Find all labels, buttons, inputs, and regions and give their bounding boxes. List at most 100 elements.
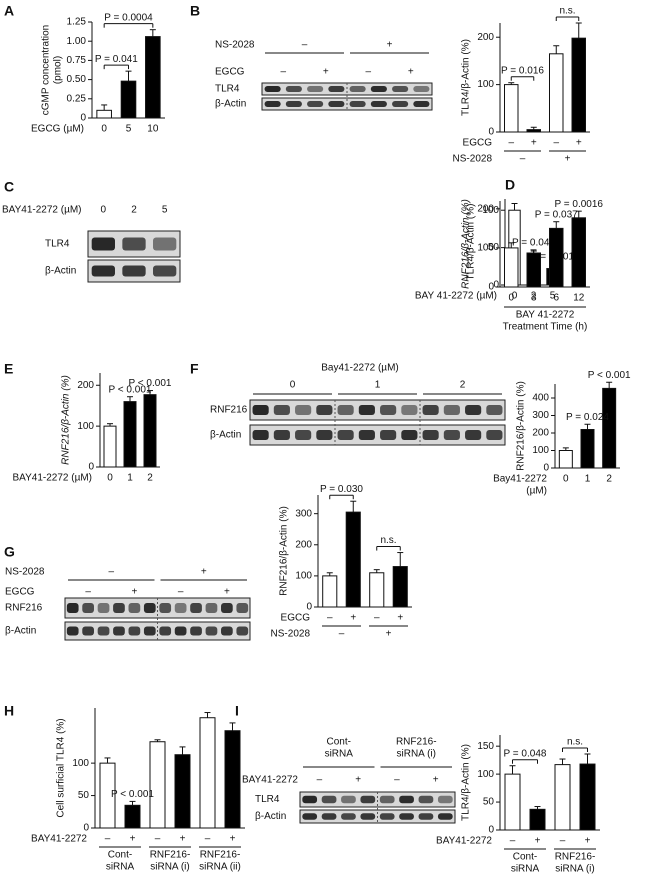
x-tick-label: – [155,834,161,845]
annotation: P = 0.042 [512,237,555,248]
bar [123,401,137,468]
x-tick-label: – [508,138,514,149]
y-tick-label: 100 [72,758,89,769]
blot-band [285,101,302,107]
y-tick-label: 200 [532,428,549,439]
y-tick-label: 100 [477,79,494,90]
bar [174,754,191,829]
error-bar [562,447,569,451]
y-tick-label: 100 [477,769,494,780]
blot-group-label: RNF216- [396,737,437,748]
blot-band [422,405,439,415]
annotation: n.s. [559,6,575,17]
x-axis-label: BAY41-2272 [436,836,492,847]
x-tick-label: 10 [147,124,159,135]
blot-band [66,626,79,636]
blot-row-label: β-Actin [210,430,241,441]
y-tick-label: 100 [532,445,549,456]
error-bar [154,739,161,742]
panel-letter: A [4,3,14,19]
blot-band [143,626,156,636]
blot-group-label: – [108,567,114,578]
x-axis-label: BAY 41-2272 [516,310,575,321]
panel-letter: I [235,703,239,719]
x-axis-label: Bay41-2272 [493,474,547,485]
group-label: Cont- [108,850,132,861]
blot-band [174,626,187,636]
error-bar [575,22,582,39]
blot-band [316,430,333,440]
error-bar [204,712,211,718]
bar [579,763,596,831]
x-axis-label: BAY41-2272 (µM) [13,473,93,484]
blot-band [422,430,439,440]
y-tick-label: 0 [543,463,549,474]
panel-letter: F [190,361,199,377]
bar [224,730,241,829]
blot-band [370,86,387,92]
blot-band [97,626,110,636]
x-tick-label: 1 [127,473,133,484]
blot-band [174,603,187,613]
blot-row-label: β-Actin [215,99,246,110]
blot-band [113,603,125,613]
y-tick-label: 50 [78,790,90,801]
annotation: n.s. [567,737,583,748]
blot-lane-title: BAY41-2272 (µM) [2,205,82,216]
blot-lane-label: + [131,587,137,598]
bar [602,387,617,469]
y-axis-label: RNF216/β-Actin (%) [516,381,527,471]
blot-band [302,795,318,804]
y-axis-label: TLR4/β-Actin (%) [461,39,472,116]
blot-band [437,795,453,804]
y-tick-label: 1.25 [67,17,87,28]
annotation: P = 0.041 [95,54,138,65]
bar [199,717,216,829]
bar [149,741,166,829]
error-bar [530,250,537,253]
blot-group-title: Bay41-2272 (µM) [321,363,398,374]
annotation: P = 0.0004 [104,12,153,23]
y-tick-label: 0.25 [67,93,87,104]
blot-band [413,86,430,92]
blot-band [337,430,354,440]
x-tick-label: + [397,613,403,624]
x-axis-label: Treatment Time (h) [503,322,588,333]
y-axis-label: RNF216/β-Actin (%) [61,375,72,465]
y-tick-label: 100 [295,571,312,582]
y-tick-label: 0.75 [67,55,87,66]
y-axis-label: TLR4/β-Actin (%) [461,744,472,821]
blot-group-label: 1 [375,380,381,391]
blot-band [349,86,366,92]
annotation: P = 0.016 [501,65,544,76]
y-axis-label: Cell surficial TLR4 (%) [56,718,67,817]
y-tick-label: 1.00 [67,36,87,47]
x-tick-label: 0 [512,291,518,302]
blot-lane-title: EGCG [5,587,35,598]
error-bar [179,746,186,755]
y-axis-label: RNF216/β-Actin (%) [279,506,290,596]
error-bar [127,396,133,402]
y-tick-label: 50 [483,797,495,808]
blot-row-label: RNF216 [5,603,43,614]
blot-lane-label: – [178,587,184,598]
x-tick-label: + [130,834,136,845]
blot-band [465,405,482,415]
x-tick-label: + [180,834,186,845]
x-tick-label: + [585,836,591,847]
blot-band [128,603,141,613]
x-tick-label: 5 [126,124,132,135]
bar [103,425,117,468]
y-tick-label: 300 [532,410,549,421]
panel-letter: H [4,703,14,719]
blot-band [307,101,324,107]
x-tick-label: + [531,138,537,149]
blot-band [221,626,233,636]
group-label: + [386,629,392,640]
blot-band [82,626,94,636]
blot-lane-label: – [280,67,286,78]
blot-row-label: TLR4 [215,84,240,95]
blot-band [205,603,218,613]
blot-lane-label: – [317,775,323,786]
blot-lane-label: + [355,775,361,786]
